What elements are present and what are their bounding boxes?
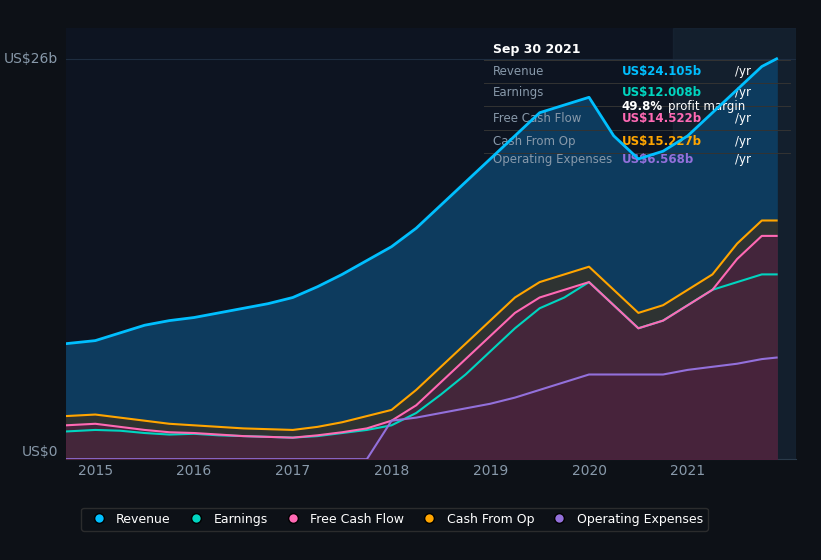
Text: US$0: US$0	[22, 445, 58, 459]
Legend: Revenue, Earnings, Free Cash Flow, Cash From Op, Operating Expenses: Revenue, Earnings, Free Cash Flow, Cash …	[81, 507, 708, 530]
Text: US$26b: US$26b	[4, 52, 58, 66]
Bar	[673, 28, 796, 459]
